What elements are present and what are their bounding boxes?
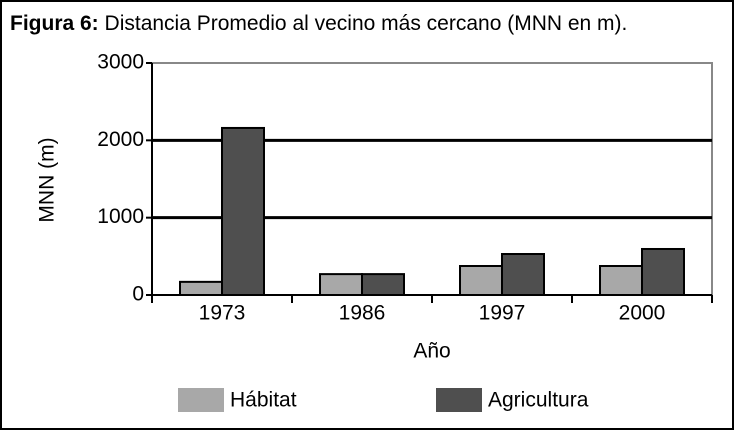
- x-tick-label: 2000: [619, 302, 666, 325]
- title-text: Distancia Promedio al vecino más cercano…: [105, 12, 628, 35]
- bar: [319, 273, 363, 296]
- y-tick-label: 2000: [97, 128, 144, 151]
- legend-label: Agricultura: [488, 389, 589, 412]
- bar: [599, 265, 643, 296]
- legend-swatch: [436, 388, 482, 412]
- x-tick-label: 1986: [339, 302, 386, 325]
- bar: [641, 247, 685, 296]
- bar: [361, 273, 405, 296]
- x-tick-label: 1997: [479, 302, 526, 325]
- y-tick-label: 3000: [97, 51, 144, 74]
- title-label: Figura 6:: [10, 12, 99, 35]
- y-tick-label: 1000: [97, 205, 144, 228]
- x-axis-label: Año: [413, 340, 450, 363]
- bar: [501, 253, 545, 297]
- bar: [179, 280, 223, 296]
- y-tick-label: 0: [132, 283, 144, 306]
- x-tick-label: 1973: [199, 302, 246, 325]
- title: Figura 6: Distancia Promedio al vecino m…: [10, 12, 627, 35]
- bar: [221, 126, 265, 296]
- y-axis-label: MNN (m): [36, 137, 59, 222]
- legend-swatch: [178, 388, 224, 412]
- bar: [459, 265, 503, 296]
- legend-label: Hábitat: [230, 389, 297, 412]
